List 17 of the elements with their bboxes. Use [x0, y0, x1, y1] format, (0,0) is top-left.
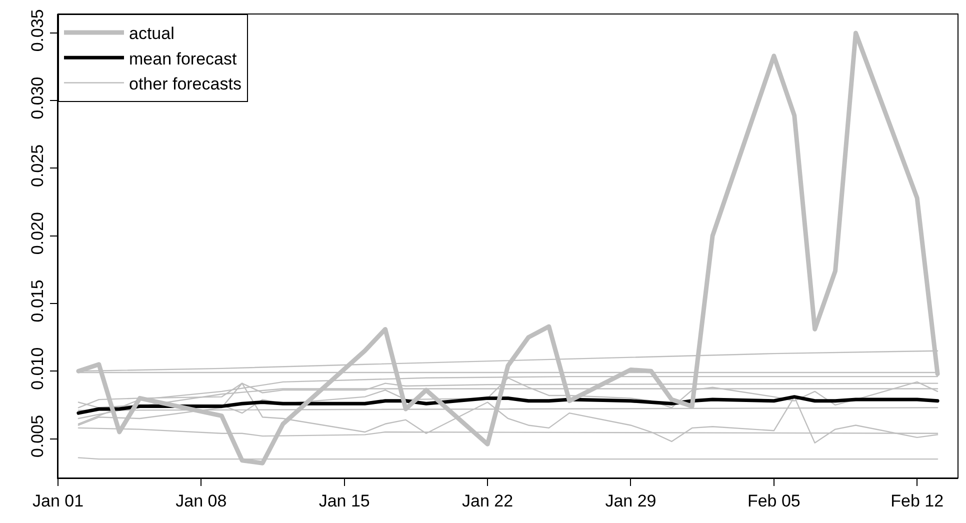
legend-label: other forecasts	[129, 74, 242, 94]
y-tick-label: 0.025	[28, 144, 48, 187]
y-tick-label: 0.010	[28, 347, 48, 390]
x-tick-label: Jan 22	[462, 491, 514, 510]
x-tick-label: Feb 12	[890, 491, 944, 510]
y-tick-label: 0.005	[28, 414, 48, 458]
x-tick-label: Jan 08	[176, 491, 227, 510]
x-tick-label: Jan 15	[318, 491, 370, 510]
y-tick-label: 0.030	[28, 76, 48, 120]
x-tick-label: Jan 29	[605, 491, 656, 510]
y-tick-label: 0.015	[28, 280, 48, 322]
y-tick-label: 0.020	[28, 212, 48, 255]
y-tick-label: 0.035	[28, 9, 48, 52]
legend-label: actual	[129, 24, 174, 44]
x-tick-label: Jan 01	[32, 491, 84, 510]
x-tick-label: Feb 05	[747, 491, 800, 510]
legend-label: mean forecast	[129, 49, 237, 68]
